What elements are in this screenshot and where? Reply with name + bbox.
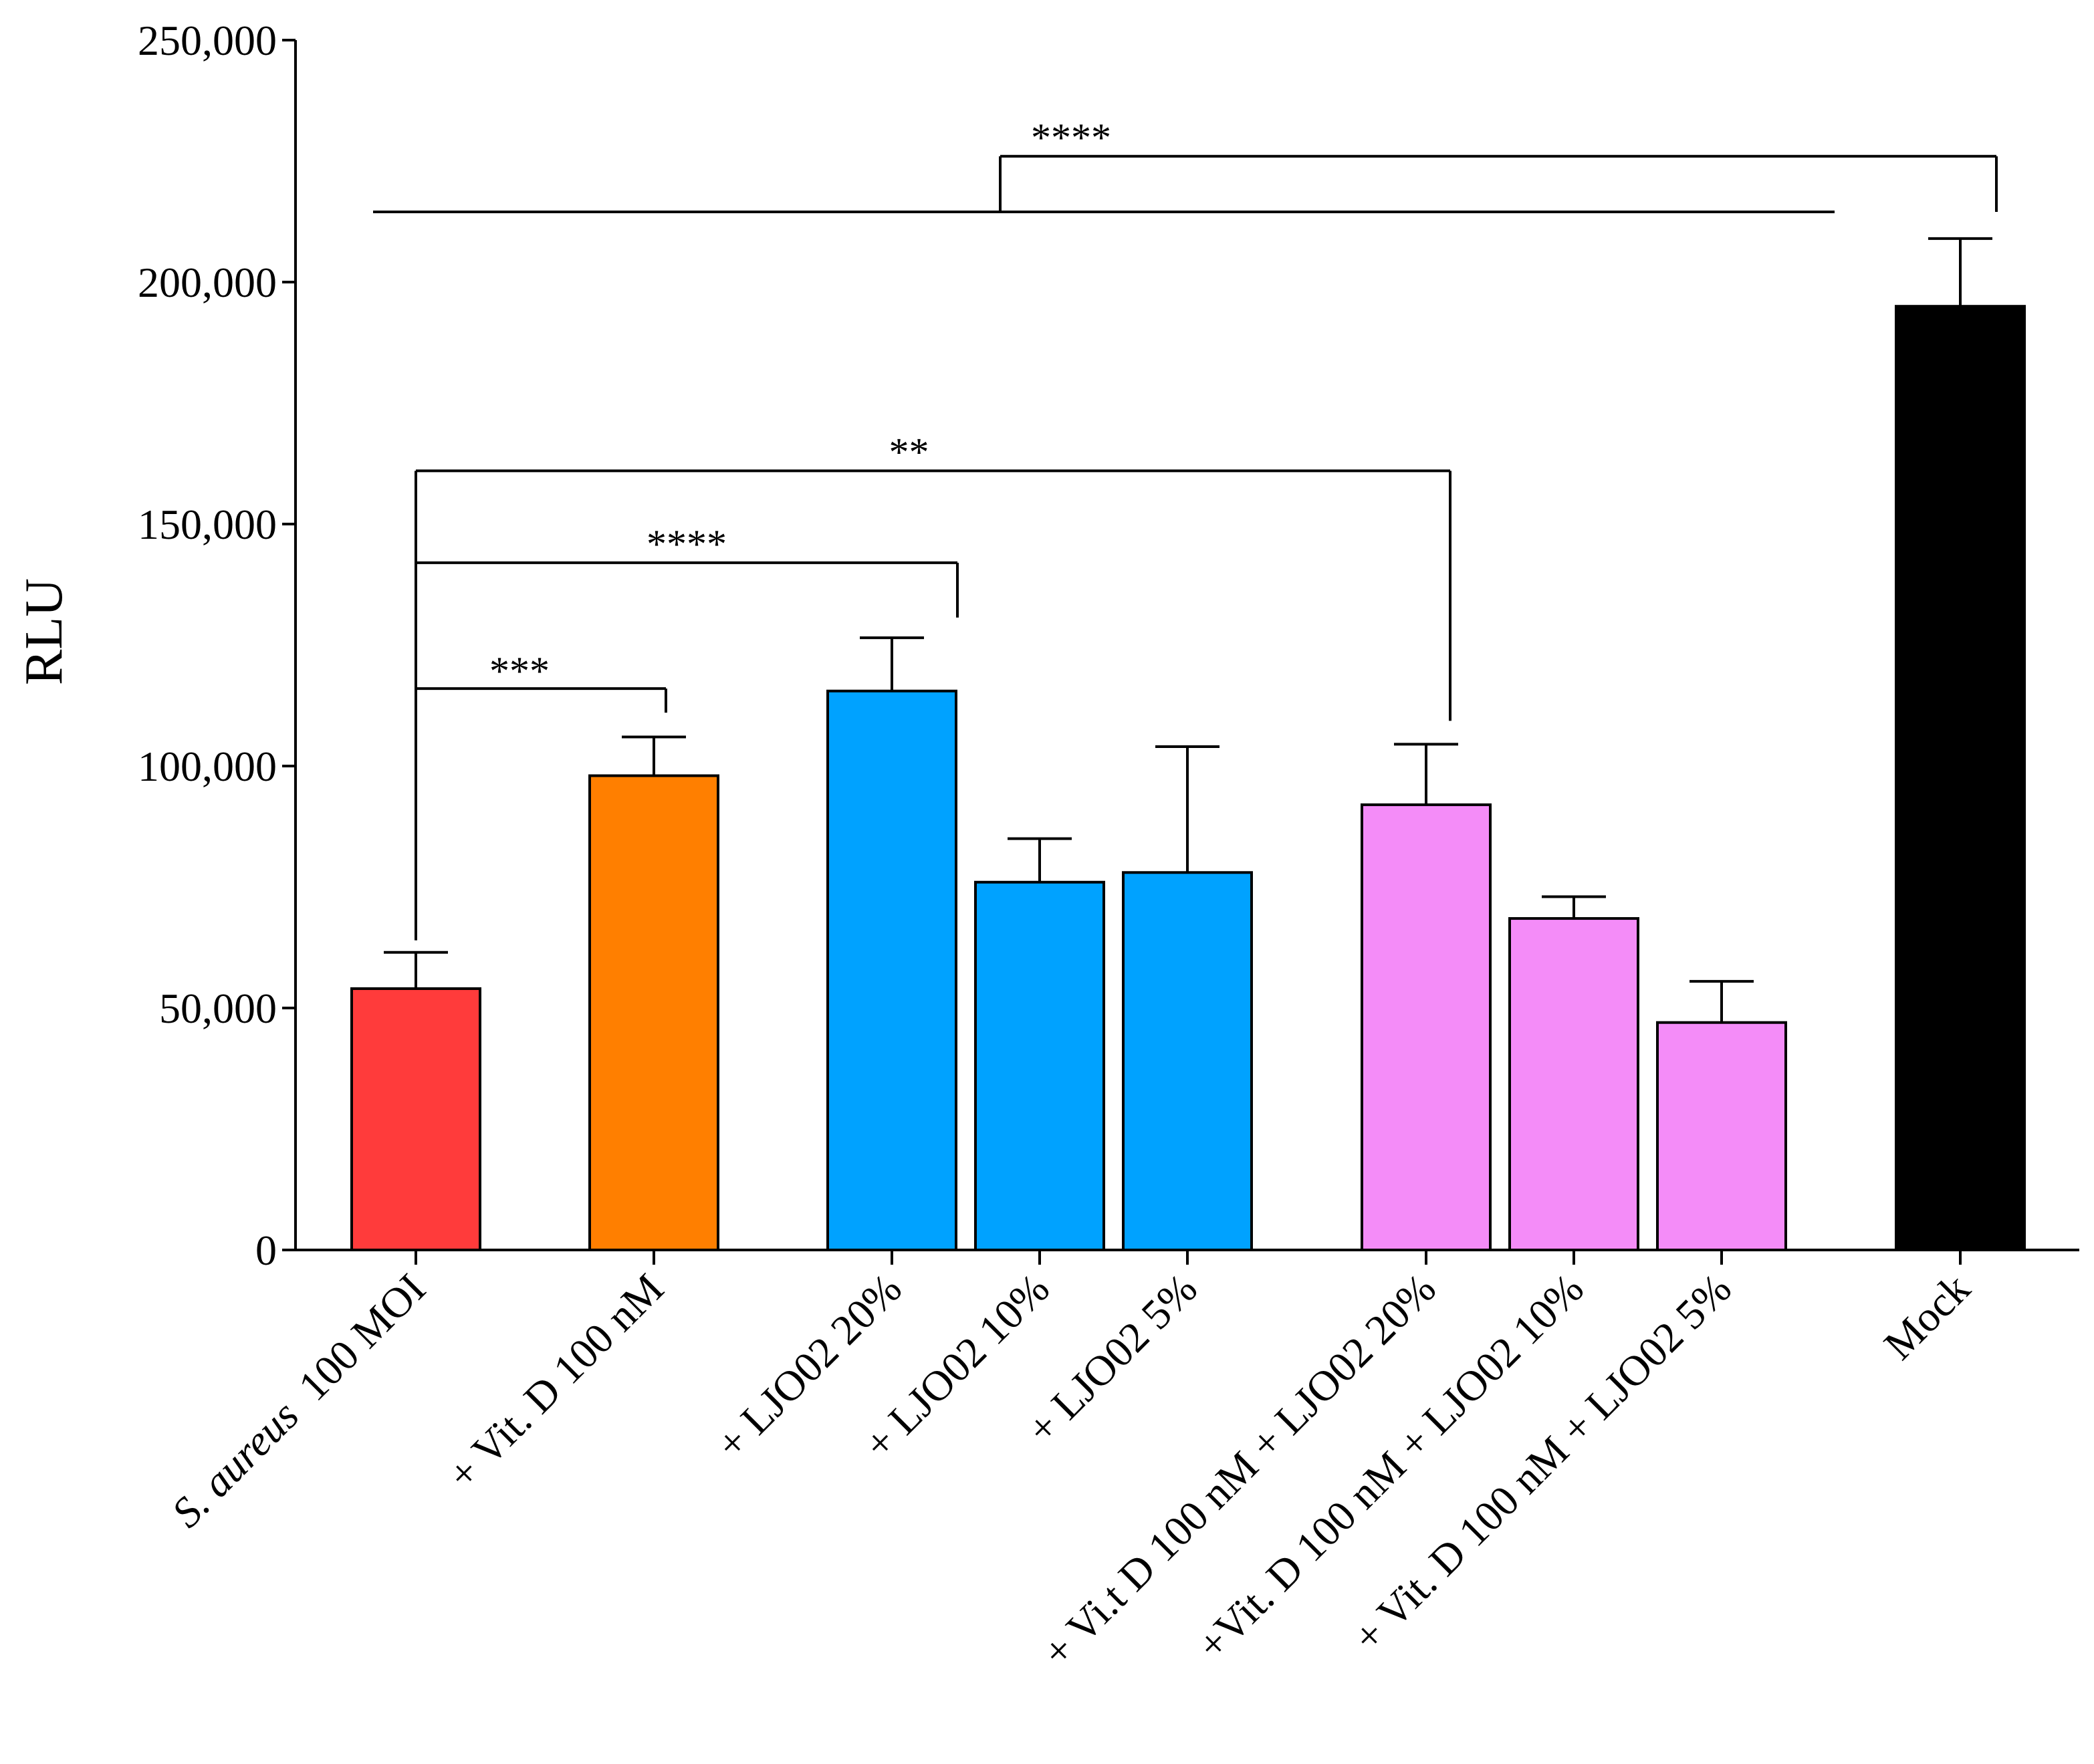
significance-label: ****	[647, 522, 727, 566]
label-text: + Vit. D 100 nM	[439, 1265, 673, 1499]
axes: 0 50,000 100,000 150,000 200,000 250,000 RLU	[15, 17, 2079, 1274]
bar	[826, 689, 957, 1251]
y-tick-label: 100,000	[138, 743, 277, 790]
bar	[1122, 871, 1253, 1251]
x-tick-label: + Vit. D 100 nM	[439, 1265, 673, 1499]
bar	[1895, 305, 2026, 1252]
bar	[1656, 1021, 1787, 1251]
bar	[1361, 803, 1492, 1252]
significance-label: ****	[1031, 116, 1111, 160]
significance-brackets: *************	[373, 116, 1998, 940]
x-tick-label: S. aureus 100 MOI	[162, 1265, 435, 1537]
y-axis-title: RLU	[15, 578, 74, 685]
bar	[1508, 917, 1639, 1252]
y-tick-label: 50,000	[159, 985, 277, 1032]
label-text: 100 MOI	[274, 1265, 435, 1425]
label-italic-text: S. aureus	[162, 1392, 308, 1537]
significance-label: **	[889, 430, 929, 474]
y-tick-label: 200,000	[138, 259, 277, 306]
significance-label: ***	[489, 649, 550, 693]
bar	[974, 880, 1105, 1251]
y-tick-label: 150,000	[138, 501, 277, 548]
y-tick-label: 0	[255, 1227, 277, 1274]
category-labels: S. aureus 100 MOI + Vit. D 100 nM + LJO02 …	[162, 1265, 1979, 1676]
x-tick-label: Mock	[1875, 1265, 1979, 1369]
bar	[350, 987, 481, 1252]
bars	[350, 237, 2026, 1252]
y-tick-label: 250,000	[138, 17, 277, 64]
bar	[588, 774, 719, 1251]
label-text: Mock	[1875, 1265, 1979, 1369]
